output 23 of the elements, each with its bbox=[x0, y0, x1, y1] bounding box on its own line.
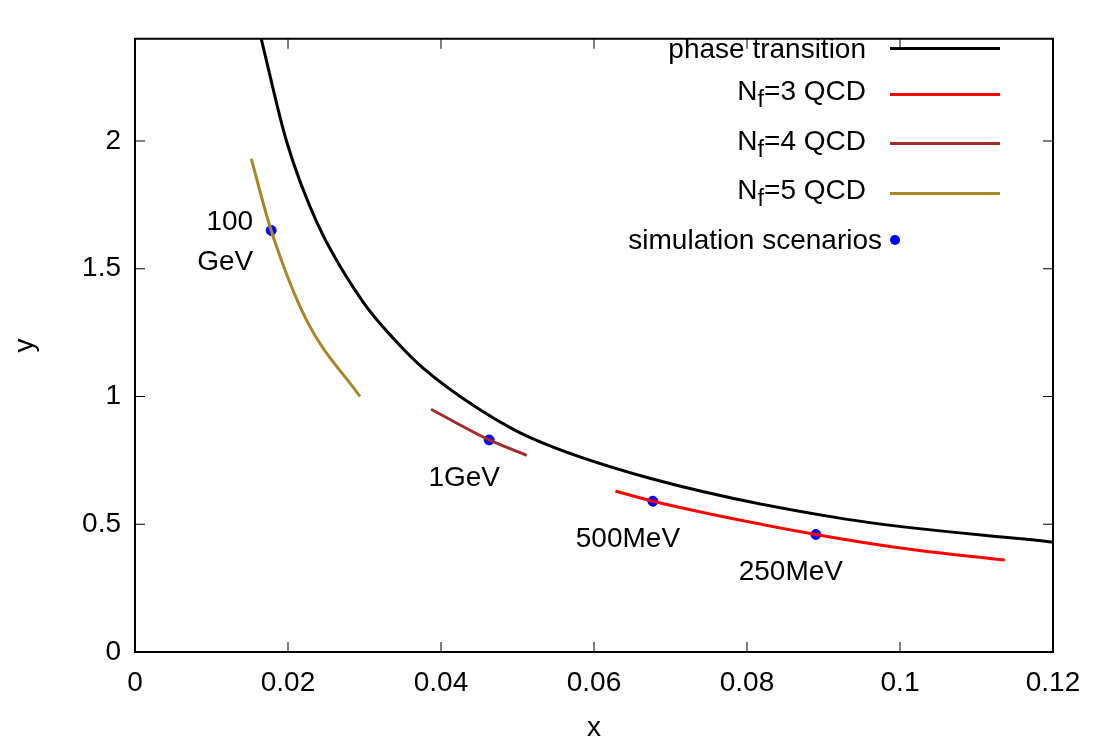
y-tick-label: 1 bbox=[105, 379, 121, 411]
legend-label: N$_{f}$=4 QCD bbox=[737, 123, 866, 164]
legend-label: N$_{f}$=3 QCD bbox=[737, 74, 866, 114]
x-tick-label: 0.02 bbox=[260, 665, 316, 697]
annotation: 100 GeV bbox=[197, 205, 254, 277]
y-axis-title: y bbox=[7, 338, 39, 353]
x-tick-label: 0.04 bbox=[413, 665, 469, 697]
y-tick-label: 0 bbox=[105, 634, 121, 666]
x-tick-label: 0.06 bbox=[566, 665, 622, 697]
x-tick-label: 0.08 bbox=[719, 665, 775, 697]
annotation: 500MeV bbox=[575, 521, 681, 553]
x-tick-label: 0.1 bbox=[880, 665, 920, 697]
y-tick-label: 2 bbox=[105, 123, 121, 155]
x-tick-label: 0 bbox=[127, 665, 143, 697]
y-tick-label: 0.5 bbox=[82, 506, 121, 538]
y-tick-label: 1.5 bbox=[82, 251, 121, 283]
annotation: 1GeV bbox=[428, 460, 501, 492]
legend-label: phase transition bbox=[668, 32, 866, 66]
legend-label: simulation scenarios bbox=[628, 222, 882, 257]
x-tick-label: 0.12 bbox=[1025, 665, 1081, 697]
legend-label: N$_{f}$=5 QCD bbox=[737, 173, 866, 213]
annotation: 250MeV bbox=[738, 555, 844, 587]
x-axis-title: x bbox=[587, 710, 601, 742]
